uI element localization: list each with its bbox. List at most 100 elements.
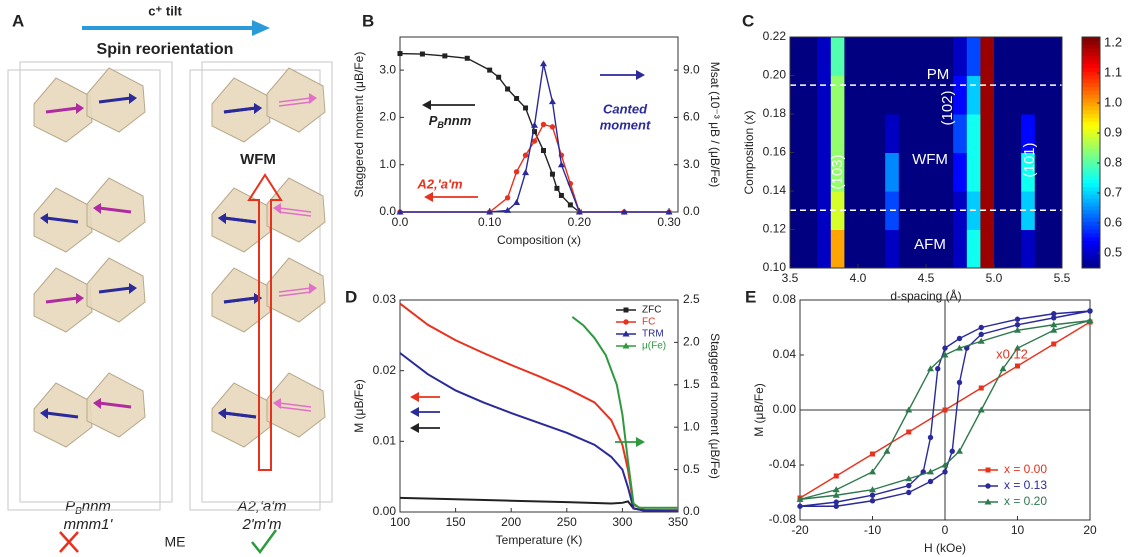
annotation: AFM [914,236,946,253]
spin-head [76,103,84,114]
colorbar-slice [1082,225,1100,230]
heat-cell [1007,152,1022,192]
legend-label: FC [642,317,655,328]
marker [927,365,934,372]
spin [278,97,312,103]
heat-cell [790,229,805,269]
legend-label: ZFC [642,305,661,316]
spin-head [129,283,137,294]
colorbar-slice [1082,229,1100,234]
colorbar-slice [1082,202,1100,207]
spin-head [40,408,48,419]
legend-marker [622,330,630,337]
colorbar-label: 0.6 [1104,214,1122,229]
heat-cell [858,152,873,192]
y2-tick-label: 1.0 [683,419,700,433]
colorbar-slice [1082,256,1100,261]
colorbar-slice [1082,237,1100,242]
heat-cell [817,229,832,269]
wfm-label: WFM [240,151,276,168]
heat-cell [885,75,900,115]
panel-letter: C [742,11,754,30]
marker [665,208,673,215]
x-axis-label: H (kOe) [924,541,966,555]
heat-cell [994,37,1009,76]
heat-cell [817,37,832,76]
y-tick-label: 2.0 [379,110,396,124]
spin [223,106,257,114]
heat-cell [803,114,818,153]
marker [905,475,913,482]
spin-head [218,213,226,224]
marker [540,121,547,128]
marker [869,468,876,475]
x-axis-label: Composition (x) [497,233,581,247]
colorbar-slice [1082,252,1100,257]
unit-cell [7,69,161,511]
colorbar-slice [1082,171,1100,177]
colorbar-slice [1082,129,1100,134]
marker [1051,311,1057,317]
marker [549,124,556,130]
x-axis-label: Temperature (K) [496,533,583,547]
legend-label: TRM [642,329,664,340]
colorbar-slice [1082,83,1100,88]
annotation: A2,'a'm [416,176,463,191]
marker [496,74,502,80]
annotation-arrow-head [410,423,419,433]
heat-cell [830,37,845,76]
series-line [571,316,678,509]
heat-cell [844,152,859,192]
marker [1014,344,1021,351]
spin [278,402,312,408]
marker [949,448,955,454]
colorbar-slice [1082,63,1100,69]
colorbar-slice [1082,44,1100,50]
marker [977,337,985,344]
marker [1087,308,1093,314]
colorbar-slice [1082,148,1100,153]
marker [540,148,546,154]
y-tick-label: 0.20 [763,68,787,82]
colorbar-slice [1082,87,1100,92]
heat-cell [1034,37,1049,76]
panel-a: A c⁺ tilt Spin reorientation PBnnm mmm1'… [7,3,333,555]
colorbar-slice [1082,90,1100,96]
marker [1014,316,1021,322]
colorbar-label: 1.0 [1104,94,1122,109]
annotation-arrow-head [424,192,433,202]
y2-tick-label: 0.0 [683,504,700,518]
heat-cell [980,114,995,153]
heat-cell [803,152,818,192]
marker [522,152,529,158]
sg-part: nnm [82,498,111,515]
heat-cell [803,37,818,76]
y2-tick-label: 3.0 [683,157,700,171]
heat-cell [898,37,913,76]
colorbar-slice [1082,260,1100,265]
annotation-arrow-head [422,100,431,110]
marker [548,98,556,105]
marker [1050,326,1058,333]
unit-cell [201,61,333,503]
colorbar-slice [1082,152,1100,157]
x-axis-label: d-spacing (Å) [890,288,961,303]
check [251,529,278,555]
colorbar-slice [1082,179,1100,184]
heat-cell [885,152,900,192]
annotation: x0.12 [996,346,1028,361]
heat-cell [817,152,832,192]
marker [567,202,573,208]
marker [442,53,448,59]
colorbar-slice [1082,160,1100,165]
colorbar-slice [1082,206,1100,211]
marker [977,406,985,413]
heat-cell [790,75,805,115]
marker [532,129,538,135]
marker [514,95,520,101]
spin [278,207,312,213]
legend-marker [623,307,629,313]
marker [906,489,912,496]
legend-label: μ(Fe) [642,341,666,352]
marker [522,169,530,176]
